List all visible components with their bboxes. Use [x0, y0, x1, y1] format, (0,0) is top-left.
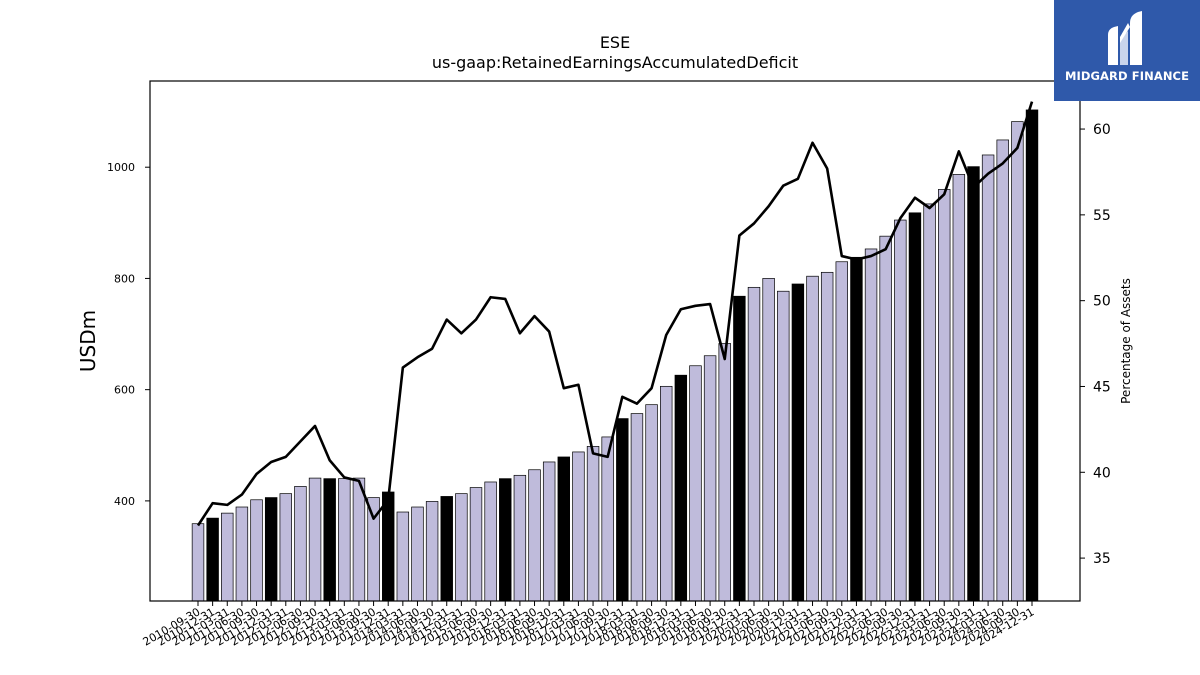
y2-tick-label: 45 [1093, 379, 1111, 395]
bar-2017-03-31 [572, 451, 585, 602]
bar-2020-12-31 [791, 283, 805, 602]
bar-2012-06-30 [294, 486, 307, 602]
bar-2016-06-30 [528, 469, 541, 602]
chart-subtitle: us-gaap:RetainedEarningsAccumulatedDefic… [431, 53, 799, 72]
bar-2014-12-31 [440, 496, 453, 602]
right-axis: 35 40 45 50 55 60 [1080, 122, 1111, 567]
bar-2023-06-30 [938, 189, 951, 602]
bar-2014-09-30 [425, 501, 439, 602]
bar-2015-03-31 [455, 493, 468, 602]
bar-2013-06-30 [352, 477, 366, 602]
bar-2012-09-30 [308, 477, 322, 602]
bar-2022-03-31 [864, 248, 878, 602]
bar-2021-12-31 [850, 256, 863, 602]
bar-2011-12-31 [264, 497, 278, 602]
bar-2024-06-30 [996, 139, 1009, 602]
y2-tick-label: 55 [1093, 208, 1111, 224]
line-series [196, 101, 1034, 527]
bar-2015-12-31 [499, 478, 512, 602]
x-axis: 2010-09-302010-12-312011-03-312011-06-30… [141, 601, 1037, 649]
bar-2011-06-30 [235, 506, 249, 602]
bar-2010-12-31 [206, 517, 219, 602]
bar-2018-09-30 [660, 385, 673, 602]
y2-tick-label: 35 [1093, 551, 1111, 567]
bar-2011-03-31 [221, 512, 234, 602]
y-tick-label: 800 [114, 272, 135, 285]
bar-2011-09-30 [250, 499, 263, 602]
bar-2013-12-31 [382, 491, 395, 602]
y-axis-label: USDm [76, 310, 100, 372]
bar-2024-09-30 [1011, 121, 1024, 602]
bar-2019-09-30 [718, 343, 731, 602]
bar-2020-09-30 [777, 290, 790, 602]
midgard-m-logo-icon [1108, 11, 1142, 65]
bar-2024-12-31 [1025, 109, 1039, 602]
brand-banner: MIDGARD FINANCE [1054, 0, 1200, 101]
y-tick-label: 400 [114, 495, 135, 508]
bar-2017-09-30 [601, 436, 614, 602]
bar-2016-09-30 [542, 461, 556, 602]
bar-2010-09-30 [191, 523, 205, 602]
bar-2022-06-30 [879, 235, 892, 602]
bar-2016-12-31 [557, 456, 571, 602]
bar-2012-03-31 [279, 493, 293, 602]
y-tick-label: 1000 [107, 161, 135, 174]
y2-tick-label: 40 [1093, 465, 1111, 481]
bar-2019-06-30 [703, 355, 717, 602]
left-axis: 400 600 800 1000 [107, 161, 150, 508]
bar-2019-12-31 [733, 295, 746, 602]
bar-series [191, 109, 1039, 602]
bar-2024-03-31 [981, 154, 995, 602]
bar-2020-03-31 [747, 286, 761, 602]
y2-axis-label: Percentage of Assets [1119, 278, 1133, 404]
bar-2012-12-31 [323, 478, 336, 602]
bar-2017-06-30 [586, 446, 600, 602]
chart-title: ESE [599, 33, 631, 52]
bar-2018-12-31 [674, 374, 688, 602]
bar-2016-03-31 [513, 474, 527, 602]
brand-name: MIDGARD FINANCE [1064, 69, 1190, 83]
bar-2023-03-31 [923, 203, 936, 602]
bar-2017-12-31 [616, 418, 629, 602]
y2-tick-label: 50 [1093, 294, 1111, 310]
bar-2014-06-30 [411, 506, 424, 602]
y2-tick-label: 60 [1093, 122, 1111, 138]
bar-2023-09-30 [952, 174, 966, 602]
bar-2018-06-30 [645, 404, 658, 602]
bar-2013-03-31 [338, 478, 351, 602]
bar-2021-09-30 [835, 261, 849, 602]
bar-2022-09-30 [894, 219, 907, 602]
bar-2021-03-31 [806, 275, 819, 602]
plot-frame [149, 80, 1081, 602]
bar-2015-06-30 [469, 487, 483, 602]
bar-2018-03-31 [630, 413, 644, 602]
bar-2019-03-31 [689, 365, 702, 602]
bar-2020-06-30 [762, 278, 775, 602]
percentage-of-assets-line [196, 101, 1034, 527]
y-tick-label: 600 [114, 384, 135, 397]
bar-2015-09-30 [484, 481, 497, 602]
bar-2022-12-31 [908, 212, 922, 602]
bar-2021-06-30 [820, 271, 834, 602]
bar-2014-03-31 [396, 511, 410, 602]
bar-2023-12-31 [967, 166, 980, 602]
